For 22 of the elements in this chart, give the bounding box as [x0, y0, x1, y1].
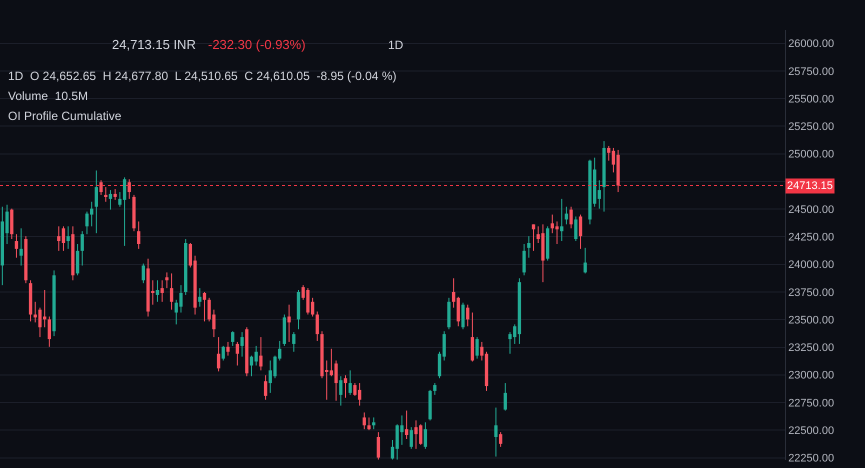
y-tick-label: 24500.00 [788, 204, 834, 216]
annotation: -232.30 (-0.93%) [208, 37, 306, 52]
annotation: 1D [388, 38, 404, 52]
ref-line-label: 24713.15 [787, 180, 833, 192]
y-tick-label: 24000.00 [788, 259, 834, 272]
y-tick-label: 26000.00 [788, 38, 834, 50]
annotation: 1D O 24,652.65 H 24,677.80 L 24,510.65 C 24,610.05 -8.95 (-0.04 %) [8, 69, 396, 83]
y-tick-label: 23500.00 [788, 314, 834, 326]
y-tick-label: 25250.00 [788, 121, 834, 134]
y-tick-label: 25500.00 [788, 93, 834, 106]
y-tick-label: 25000.00 [788, 148, 834, 161]
y-tick-label: 23750.00 [788, 286, 834, 299]
y-tick-label: 23250.00 [788, 342, 834, 354]
y-tick-label: 22750.00 [788, 397, 834, 410]
y-tick-label: 24250.00 [788, 232, 834, 244]
y-tick-label: 25750.00 [788, 66, 834, 78]
y-tick-label: 22500.00 [788, 425, 834, 437]
annotation: Volume 10.5M [8, 89, 88, 103]
y-tick-label: 22250.00 [788, 452, 834, 465]
annotation: OI Profile Cumulative [8, 109, 122, 123]
y-tick-label: 23000.00 [788, 370, 834, 382]
annotation: 24,713.15 INR [112, 37, 196, 52]
